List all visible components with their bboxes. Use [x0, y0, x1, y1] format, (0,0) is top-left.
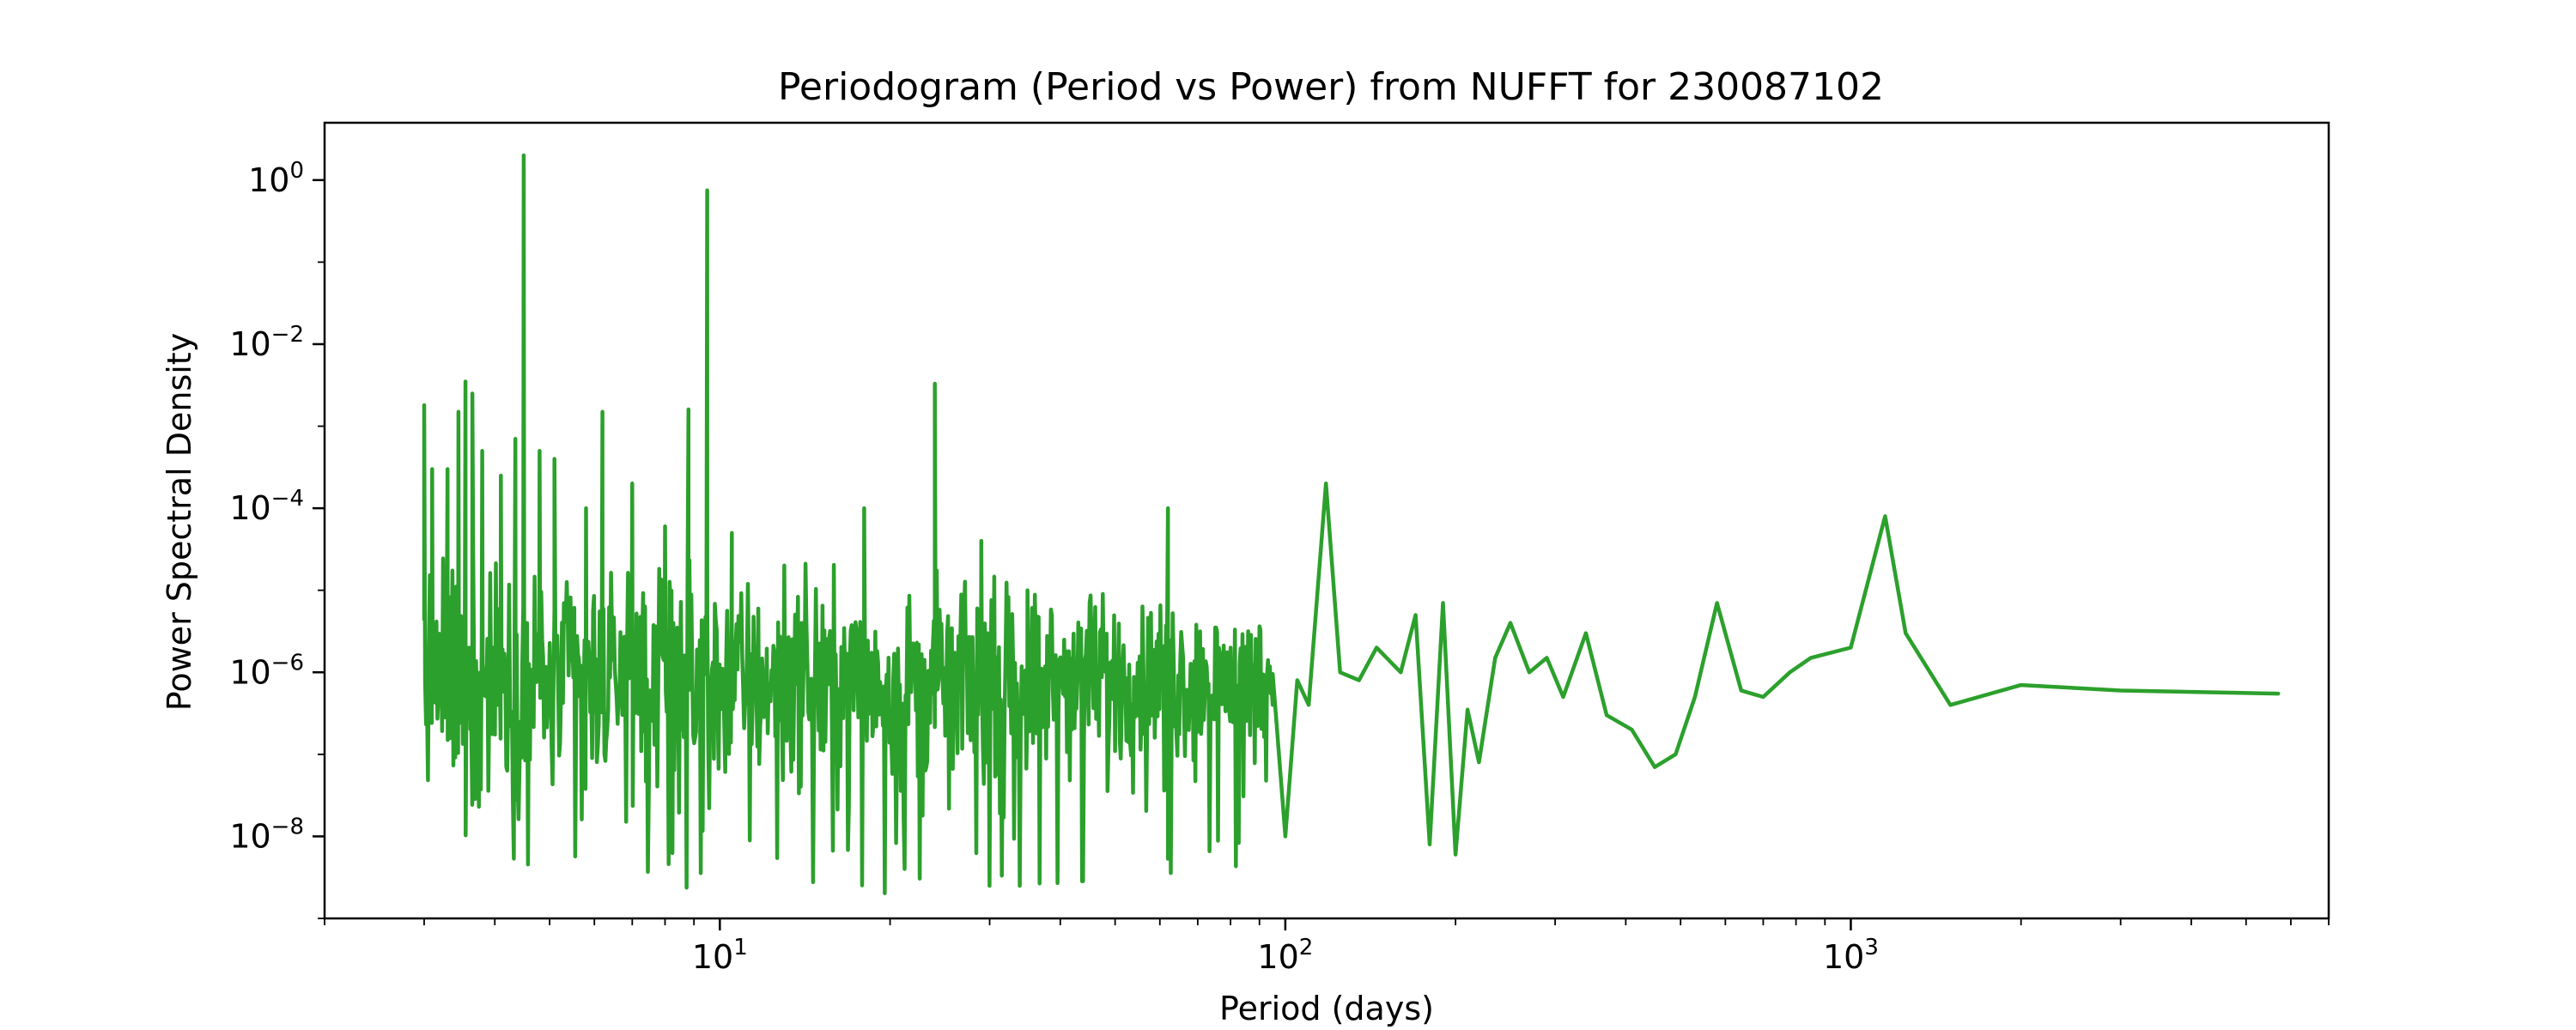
plot-frame	[323, 121, 2330, 920]
x-tick-label: 101	[692, 935, 748, 976]
chart-title: Periodogram (Period vs Power) from NUFFT…	[778, 65, 1884, 109]
axes: 101 102 103 100 10−2 10−4 10−6 10−8	[229, 158, 2330, 976]
y-tick-label: 100	[248, 158, 304, 199]
y-tick-label: 10−6	[229, 650, 304, 691]
psd-series-line	[422, 153, 2281, 895]
y-axis-label: Power Spectral Density	[161, 333, 198, 711]
y-tick-label: 10−8	[229, 814, 304, 855]
x-tick-label: 102	[1257, 935, 1313, 976]
x-axis-label: Period (days)	[1219, 990, 1434, 1027]
x-tick-label: 103	[1823, 935, 1879, 976]
y-tick-label: 10−4	[229, 486, 304, 527]
plot-area	[422, 153, 2281, 895]
y-tick-label: 10−2	[229, 322, 304, 363]
